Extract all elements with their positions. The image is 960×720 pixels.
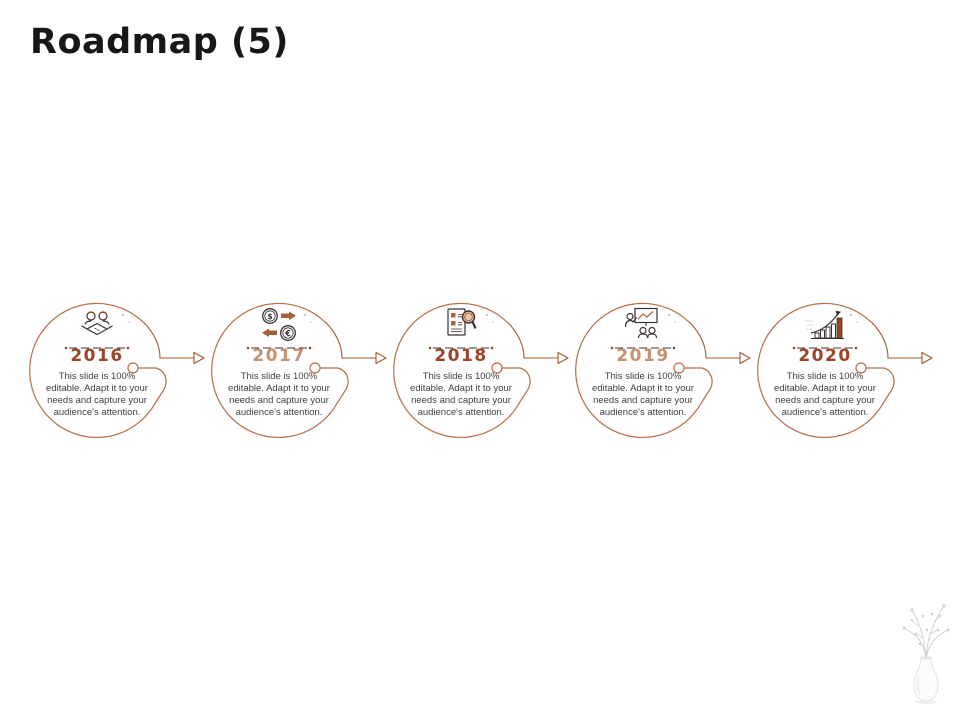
milestone-year: 2017	[252, 346, 306, 366]
description-line: This slide is 100%	[58, 371, 136, 382]
description-line: audience's attention.	[599, 407, 687, 418]
milestone-year: 2016	[70, 346, 124, 366]
milestone-graphic: $ €	[211, 302, 387, 438]
milestone-graphic	[393, 302, 569, 438]
divider-dot	[610, 346, 614, 350]
milestone-2018: 2018 This slide is 100% editable. Adapt …	[371, 295, 601, 465]
description-line: audience's attention.	[235, 407, 323, 418]
description-line: audience's attention.	[781, 407, 869, 418]
circle-outline	[757, 302, 881, 438]
connector-line	[507, 321, 558, 359]
milestone-description: This slide is 100% editable. Adapt it to…	[213, 371, 345, 419]
arrow-icon	[557, 351, 569, 365]
connector-line	[143, 321, 194, 359]
milestone-description: This slide is 100% editable. Adapt it to…	[759, 371, 891, 419]
flower-vase	[902, 604, 950, 704]
description-line: needs and capture your	[47, 395, 147, 406]
description-line: editable. Adapt it to your	[774, 383, 876, 394]
branches	[903, 605, 949, 661]
partnership-icon	[81, 311, 113, 336]
milestone-2020: 2020 This slide is 100% editable. Adapt …	[735, 295, 960, 465]
vase-body	[913, 657, 939, 702]
description-line: editable. Adapt it to your	[228, 383, 330, 394]
vase-shadow	[915, 700, 937, 704]
divider-dot	[490, 346, 494, 350]
milestone-description: This slide is 100% editable. Adapt it to…	[31, 371, 163, 419]
speckles	[663, 308, 680, 323]
description-line: This slide is 100%	[604, 371, 682, 382]
description-line: audience's attention.	[417, 407, 505, 418]
divider-dot	[428, 346, 432, 350]
divider-dot	[854, 346, 858, 350]
arrow-icon	[921, 351, 933, 365]
milestone-year: 2018	[434, 346, 488, 366]
svg-text:$: $	[267, 312, 273, 321]
divider-dot	[64, 346, 68, 350]
milestone-graphic	[757, 302, 933, 438]
milestone-2017: $ € 2017 This slide is 100% editable. Ad…	[189, 295, 419, 465]
description-line: audience's attention.	[53, 407, 141, 418]
description-line: needs and capture your	[229, 395, 329, 406]
milestone-2016: 2016 This slide is 100% editable. Adapt …	[7, 295, 237, 465]
svg-text:€: €	[284, 329, 291, 338]
flowers	[902, 604, 950, 646]
divider-dot	[246, 346, 250, 350]
divider-dot	[792, 346, 796, 350]
milestone-2019: 2019 This slide is 100% editable. Adapt …	[553, 295, 783, 465]
description-line: needs and capture your	[593, 395, 693, 406]
description-line: editable. Adapt it to your	[592, 383, 694, 394]
circle-outline	[575, 302, 699, 438]
speckles	[845, 308, 862, 323]
circle-outline	[29, 302, 153, 438]
divider-dot	[308, 346, 312, 350]
milestone-graphic	[575, 302, 751, 438]
connector-line	[871, 321, 922, 359]
connector-line	[689, 321, 740, 359]
vase-shading	[916, 675, 921, 695]
document-search-icon	[447, 308, 477, 336]
connector-line	[325, 321, 376, 359]
vase-opening	[920, 656, 932, 660]
milestone-year: 2020	[798, 346, 852, 366]
divider-dot	[672, 346, 676, 350]
ring-hook	[502, 367, 531, 409]
description-line: editable. Adapt it to your	[46, 383, 148, 394]
speckles	[481, 308, 498, 323]
page-title: Roadmap (5)	[30, 22, 289, 62]
circle-outline	[393, 302, 517, 438]
ring-hook	[320, 367, 349, 409]
milestone-description: This slide is 100% editable. Adapt it to…	[577, 371, 709, 419]
description-line: This slide is 100%	[422, 371, 500, 382]
speckles	[299, 308, 316, 323]
divider-dot	[126, 346, 130, 350]
description-line: This slide is 100%	[786, 371, 864, 382]
currency-exchange-icon: $ €	[262, 308, 296, 341]
arrow-icon	[193, 351, 205, 365]
arrow-icon	[739, 351, 751, 365]
milestone-graphic	[29, 302, 205, 438]
ring-hook	[684, 367, 713, 409]
ring-hook	[866, 367, 895, 409]
description-line: needs and capture your	[775, 395, 875, 406]
description-line: This slide is 100%	[240, 371, 318, 382]
ring-hook	[138, 367, 167, 409]
description-line: editable. Adapt it to your	[410, 383, 512, 394]
presentation-icon	[624, 307, 658, 339]
growth-chart-icon	[805, 310, 844, 339]
arrow-icon	[375, 351, 387, 365]
speckles	[117, 308, 134, 323]
milestone-year: 2019	[616, 346, 670, 366]
circle-outline	[211, 302, 335, 438]
milestone-description: This slide is 100% editable. Adapt it to…	[395, 371, 527, 419]
description-line: needs and capture your	[411, 395, 511, 406]
